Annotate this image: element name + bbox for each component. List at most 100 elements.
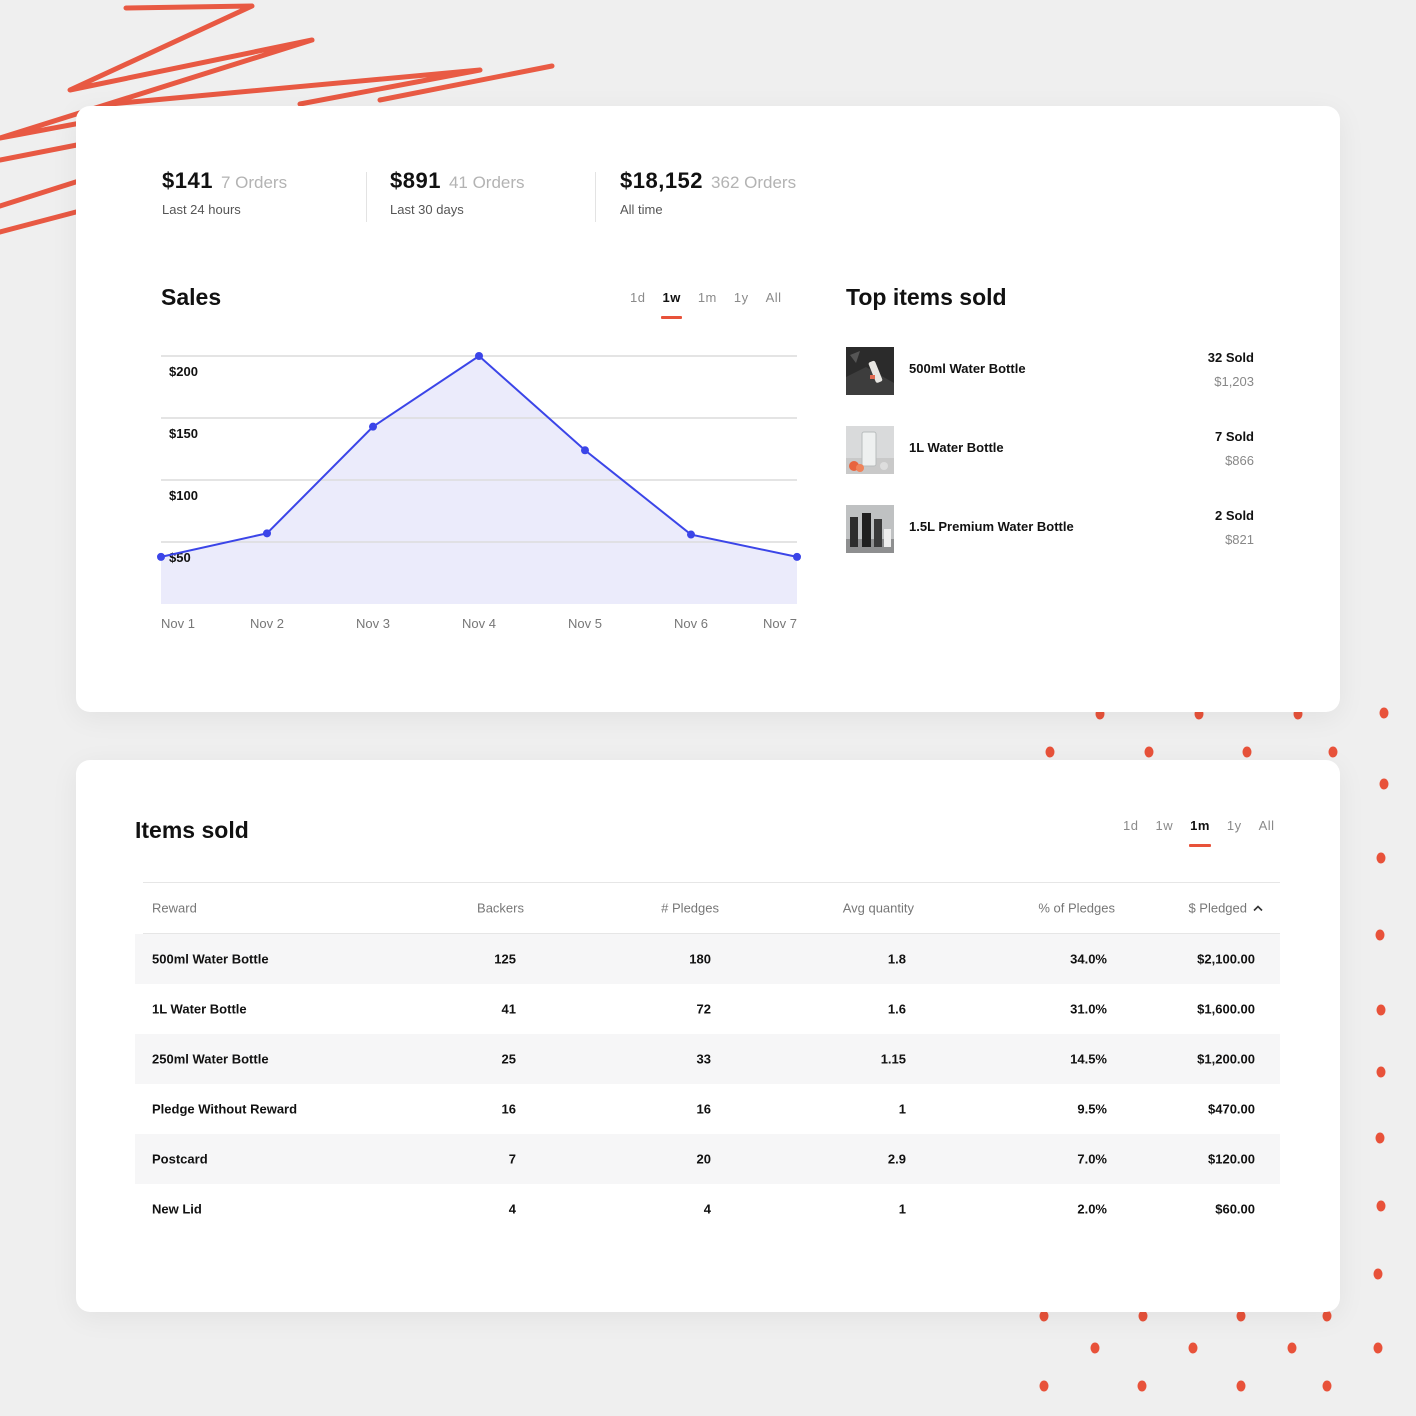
column-header-pledges[interactable]: # Pledges [661,900,719,916]
column-header-backers[interactable]: Backers [477,900,524,916]
product-thumbnail [846,505,894,553]
column-header-percent-pledges[interactable]: % of Pledges [1038,900,1115,916]
stat-amount: $141 [162,168,213,193]
table-row[interactable]: New Lid 4 4 1 2.0% $60.00 [135,1184,1280,1234]
cell-backers: 41 [501,1001,516,1017]
decorative-dot [1322,1310,1332,1322]
cell-avg-quantity: 1 [898,1101,906,1117]
stat-orders: 7 Orders [220,173,288,192]
items-sold-table: Reward Backers # Pledges Avg quantity % … [135,882,1280,1234]
decorative-dot [1379,778,1389,790]
cell-pledges: 72 [696,1001,711,1017]
cell-pledges: 16 [696,1101,711,1117]
cell-reward: 500ml Water Bottle [152,951,269,967]
stat-last-30-days: $891 41 Orders Last 30 days [390,168,525,217]
decorative-dot [1138,1310,1148,1322]
cell-reward: 250ml Water Bottle [152,1051,269,1067]
table-row[interactable]: Pledge Without Reward 16 16 1 9.5% $470.00 [135,1084,1280,1134]
tab-1m[interactable]: 1m [1189,818,1211,847]
top-item-name: 1.5L Premium Water Bottle [909,519,1074,534]
tab-1y[interactable]: 1y [1226,818,1242,833]
x-tick-label: Nov 7 [763,616,797,631]
decorative-dot [1287,1342,1297,1354]
decorative-dot [1137,1380,1147,1392]
data-point [369,422,377,431]
decorative-dot [1376,1004,1386,1016]
cell-backers: 125 [494,951,516,967]
decorative-dot [1236,1380,1246,1392]
table-row[interactable]: 500ml Water Bottle 125 180 1.8 34.0% $2,100.0… [135,934,1280,984]
product-thumbnail [846,426,894,474]
tab-1w[interactable]: 1w [1155,818,1174,833]
tab-all[interactable]: All [1258,818,1275,833]
data-point [475,352,483,360]
column-header-reward[interactable]: Reward [152,900,197,916]
tab-1m[interactable]: 1m [697,290,717,305]
tab-1y[interactable]: 1y [733,290,749,305]
stat-label: All time [620,202,663,217]
cell-avg-quantity: 1 [898,1201,906,1217]
decorative-dot [1375,929,1385,941]
items-sold-title: Items sold [135,817,249,843]
decorative-dot [1373,1342,1383,1354]
table-body: 500ml Water Bottle 125 180 1.8 34.0% $2,100.0… [135,934,1280,1234]
top-item-name: 1L Water Bottle [909,440,1004,455]
top-item-revenue: $821 [1225,532,1254,547]
decorative-dot [1144,746,1154,758]
cell-dollars-pledged: $1,600.00 [1197,1001,1255,1017]
top-item-revenue: $1,203 [1214,374,1254,389]
decorative-dot [1376,1200,1386,1212]
top-items-title: Top items sold [846,284,1007,310]
items-sold-card: Items sold 1d 1w 1m 1y All Reward Backer… [76,760,1340,1312]
top-item-sold: 2 Sold [1214,508,1254,523]
cell-dollars-pledged: $2,100.00 [1197,951,1255,967]
cell-avg-quantity: 2.9 [887,1151,906,1167]
stat-orders: 41 Orders [448,173,525,192]
cell-avg-quantity: 1.6 [887,1001,906,1017]
cell-backers: 16 [501,1101,516,1117]
x-tick-label: Nov 1 [161,616,195,631]
x-tick-label: Nov 2 [250,616,284,631]
x-tick-label: Nov 5 [568,616,602,631]
sales-title: Sales [161,284,222,310]
product-thumbnail [846,347,894,395]
stat-orders: 362 Orders [711,173,797,192]
tab-all[interactable]: All [765,290,782,305]
cell-percent-pledges: 14.5% [1070,1051,1107,1067]
top-item[interactable]: 1L Water Bottle 7 Sold $866 [846,426,1256,474]
top-item-sold: 7 Sold [1214,429,1254,444]
table-row[interactable]: 250ml Water Bottle 25 33 1.15 14.5% $1,200.00 [135,1034,1280,1084]
tab-1w[interactable]: 1w [661,290,683,319]
cell-dollars-pledged: $60.00 [1215,1201,1255,1217]
stat-divider [366,172,367,222]
tab-1d[interactable]: 1d [1123,818,1139,833]
decorative-dot [1242,746,1252,758]
cell-dollars-pledged: $120.00 [1208,1151,1255,1167]
data-point [581,446,589,455]
data-point [263,529,271,538]
x-tick-label: Nov 3 [356,616,390,631]
top-item[interactable]: 1.5L Premium Water Bottle 2 Sold $821 [846,505,1256,553]
cell-percent-pledges: 31.0% [1070,1001,1107,1017]
cell-percent-pledges: 2.0% [1077,1201,1107,1217]
decorative-dot [1328,746,1338,758]
cell-backers: 4 [508,1201,516,1217]
column-header-dollars-pledged[interactable]: $ Pledged [1188,901,1263,916]
table-row[interactable]: 1L Water Bottle 41 72 1.6 31.0% $1,600.00 [135,984,1280,1034]
table-row[interactable]: Postcard 7 20 2.9 7.0% $120.00 [135,1134,1280,1184]
top-item[interactable]: 500ml Water Bottle 32 Sold $1,203 [846,347,1256,395]
table-header: Reward Backers # Pledges Avg quantity % … [143,882,1280,934]
chevron-up-icon[interactable] [1253,905,1263,912]
cell-reward: New Lid [152,1201,202,1217]
tab-1d[interactable]: 1d [630,290,646,305]
decorative-dot [1236,1310,1246,1322]
decorative-dot [1376,1066,1386,1078]
column-header-avg-quantity[interactable]: Avg quantity [842,900,914,916]
cell-backers: 7 [508,1151,516,1167]
decorative-dot [1090,1342,1100,1354]
items-sold-range-tabs: 1d 1w 1m 1y All [1123,818,1275,847]
data-point [793,552,801,561]
cell-dollars-pledged: $1,200.00 [1197,1051,1255,1067]
decorative-dot [1039,1310,1049,1322]
